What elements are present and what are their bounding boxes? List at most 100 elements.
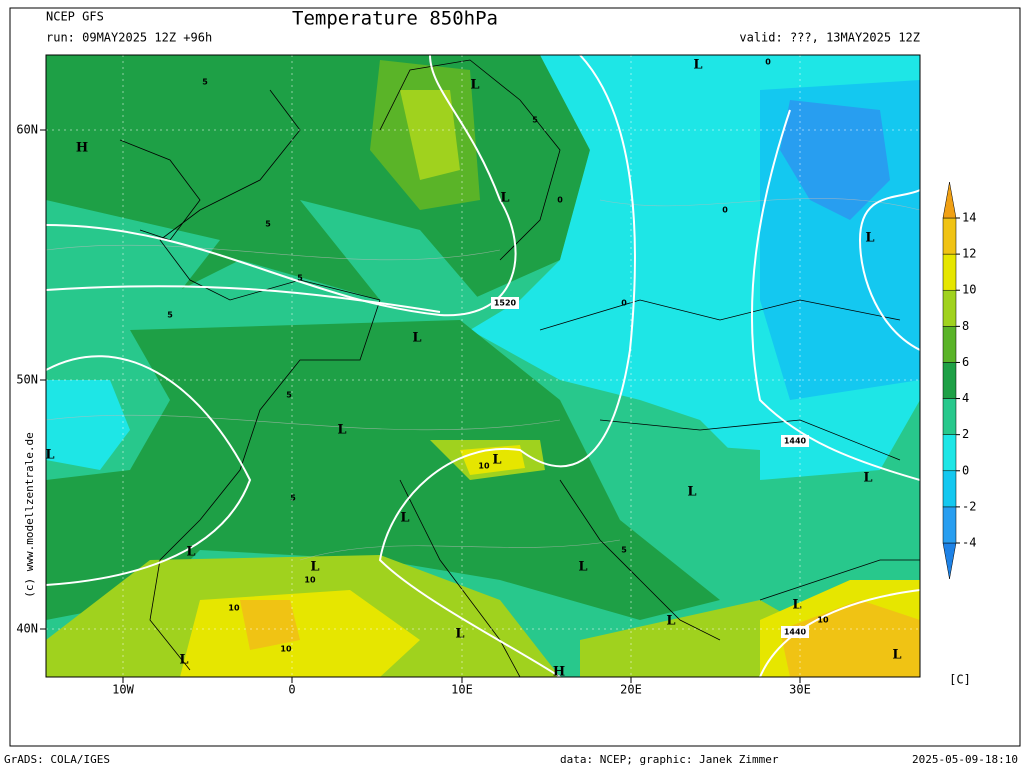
copyright: (c) www.modellzentrale.de [23, 432, 36, 598]
colorbar-segment [942, 253, 957, 291]
colorbar-label: -2 [962, 499, 976, 513]
colorbar-low [942, 542, 957, 580]
temperature-area [46, 380, 130, 470]
colorbar-label: 8 [962, 319, 969, 333]
colorbar-label: 14 [962, 211, 976, 225]
colorbar-label: 0 [962, 463, 969, 477]
isotherm [299, 539, 621, 561]
unit: [C] [949, 673, 971, 687]
footer-left: GrADS: COLA/IGES [4, 753, 110, 766]
colorbar-segment [942, 506, 957, 544]
temperature-area [780, 600, 920, 677]
colorbar-segment [942, 326, 957, 363]
lon-label: 0 [288, 683, 295, 697]
frame [9, 7, 1021, 747]
footer-timestamp: 2025-05-09-18:10 [912, 753, 1018, 766]
contour-label-bg [781, 435, 809, 447]
pressure-center: L [500, 191, 509, 206]
pressure-center: L [863, 471, 872, 486]
contour-label: 5 [286, 391, 292, 400]
run-info: run: 09MAY2025 12Z +96h [46, 31, 212, 45]
coastline [539, 299, 901, 331]
colorbar-segment [942, 470, 957, 508]
temperature-area [180, 590, 420, 677]
temperature-area [300, 200, 480, 300]
pressure-center: L [45, 448, 54, 463]
contour-label: 0 [765, 58, 771, 67]
lon-label: 10W [112, 683, 134, 697]
height-contour [750, 109, 920, 481]
pressure-center: L [186, 545, 195, 560]
temperature-area [240, 600, 300, 650]
map-title: Temperature 850hPa [292, 8, 498, 30]
pressure-center: L [892, 648, 901, 663]
contour-label: 10 [280, 645, 292, 654]
contour-label: 0 [722, 206, 728, 215]
contour-label: 0 [557, 196, 563, 205]
lon-label: 20E [620, 683, 642, 697]
colorbar-segment [942, 217, 957, 255]
pressure-center: L [687, 485, 696, 500]
model-name: NCEP GFS [46, 10, 104, 24]
isotherm [46, 414, 561, 431]
lat-label: 60N [16, 123, 38, 137]
pressure-center: L [179, 653, 188, 668]
height-contour [759, 589, 920, 677]
colorbar-label: -4 [962, 536, 976, 550]
lon-label: 30E [789, 683, 811, 697]
contour-label: 10 [478, 462, 490, 471]
colorbar-segment [942, 434, 957, 472]
height-contour [46, 55, 517, 317]
coastline [759, 559, 920, 601]
colorbar-high [942, 181, 957, 219]
temperature-area [620, 440, 760, 540]
height-contour [378, 55, 636, 677]
pressure-center: L [792, 598, 801, 613]
coastline [559, 479, 721, 641]
contour-label-bg [491, 297, 519, 309]
contour-label: 5 [621, 546, 627, 555]
contour-label: 0 [621, 299, 627, 308]
map-area: H L L L L L L L L L L L L L L L L L L L H 1520 1440 1440 10 10 10 1… [45, 55, 920, 680]
colorbar-label: 6 [962, 355, 969, 369]
isotherm [599, 198, 920, 211]
pressure-center: L [666, 614, 675, 629]
colorbar-label: 12 [962, 247, 976, 261]
contour-label: 5 [532, 116, 538, 125]
pressure-center: L [400, 511, 409, 526]
contour-label: 5 [265, 220, 271, 229]
pressure-center: L [337, 423, 346, 438]
contour-label: 1440 [784, 628, 807, 637]
pressure-center: H [553, 665, 565, 680]
colorbar-segment [942, 362, 957, 399]
isotherm [46, 244, 501, 261]
contour-label: 5 [167, 311, 173, 320]
contour-label: 5 [290, 494, 296, 503]
contour-label: 10 [228, 604, 240, 613]
colorbar-label: 2 [962, 427, 969, 441]
contour-label: 1520 [494, 299, 517, 308]
pressure-center: L [865, 231, 874, 246]
temperature-area [46, 320, 720, 620]
contour-label: 5 [202, 78, 208, 87]
contour-label: 1440 [784, 437, 807, 446]
contour-label: 10 [817, 616, 829, 625]
contour-label: 5 [297, 274, 303, 283]
contour-label: 10 [304, 576, 316, 585]
lat-label: 50N [16, 373, 38, 387]
height-contour [46, 355, 252, 586]
temperature-area [400, 90, 460, 180]
colorbar-label: 10 [962, 283, 976, 297]
pressure-center: L [693, 58, 702, 73]
pressure-center: L [412, 331, 421, 346]
lat-label: 40N [16, 622, 38, 636]
height-contour [858, 189, 920, 351]
coastline [399, 479, 521, 677]
coastline [379, 59, 561, 261]
map-border [45, 54, 921, 678]
coastline [119, 139, 201, 241]
coastline [159, 89, 381, 301]
pressure-center: H [76, 141, 88, 156]
coastline [599, 419, 901, 461]
